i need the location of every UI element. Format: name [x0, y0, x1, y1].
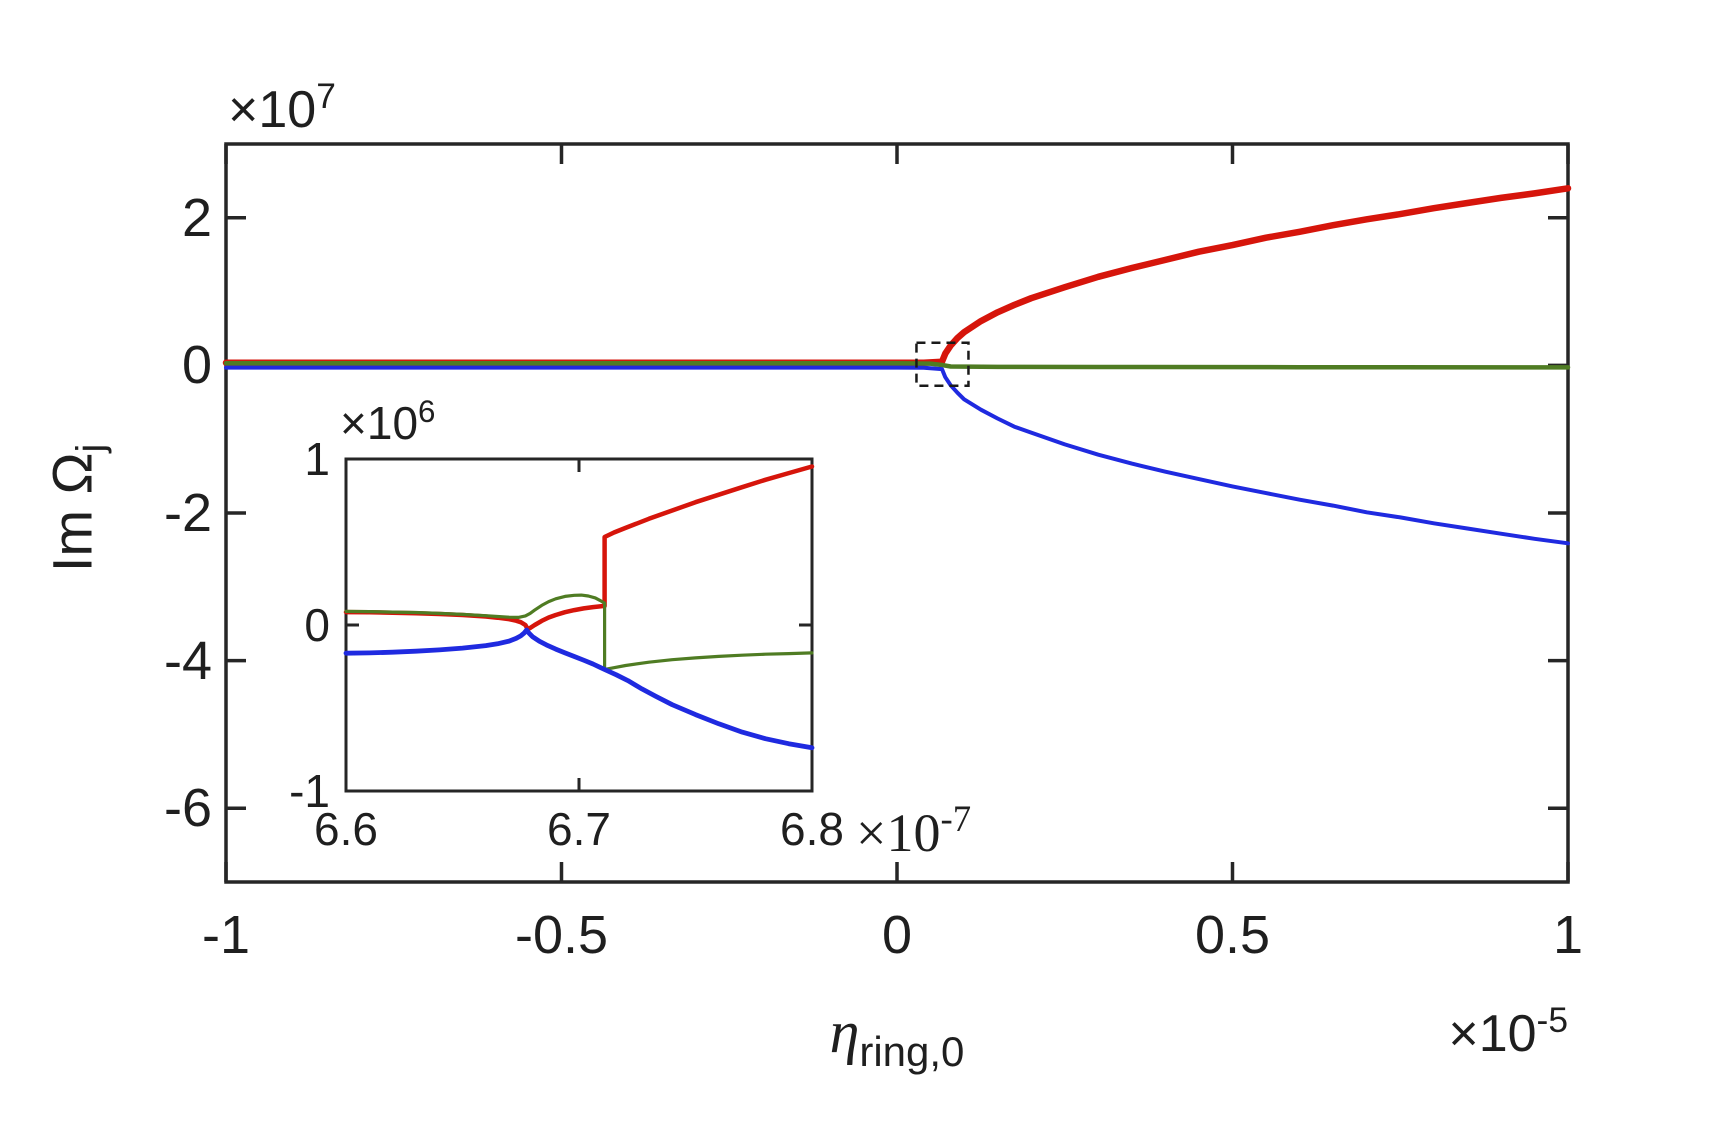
main-x-tick-label: -1 — [201, 905, 251, 965]
x-axis-label-subscript: ring,0 — [859, 1028, 965, 1076]
inset-y-tick-label: 1 — [304, 433, 330, 485]
main-x-tick-label: 1 — [1552, 905, 1584, 965]
main-x-tick-label: -0.5 — [514, 905, 609, 965]
main-y-multiplier-base: ×10 — [228, 81, 317, 139]
inset-x-axis-multiplier: ×10-7 — [856, 800, 971, 863]
inset-y-tick-label: 0 — [304, 599, 330, 651]
y-axis-label-text: Im Ω — [40, 452, 104, 573]
inset-y-tick-label: -1 — [289, 765, 330, 817]
main-series-branch-2-green — [223, 360, 1571, 370]
inset-y-multiplier-exponent: 6 — [418, 393, 436, 429]
inset-y-multiplier-base: ×10 — [340, 397, 419, 449]
x-axis-label-symbol: η — [829, 999, 860, 1065]
y-axis-label: Im Ωj — [40, 444, 113, 573]
main-x-tick-label: 0 — [881, 905, 913, 965]
main-series-branch-3-blue — [224, 365, 1570, 546]
inset-x-multiplier-base: ×10 — [856, 803, 941, 863]
main-y-tick-label: -2 — [163, 483, 212, 543]
zoom-region-box — [915, 341, 970, 387]
main-x-axis-multiplier: ×10-5 — [1448, 1002, 1568, 1063]
inset-axes-frame — [344, 457, 814, 793]
main-y-tick-label: -4 — [163, 630, 212, 691]
main-y-multiplier-exponent: 7 — [316, 76, 336, 116]
inset-series-branch-2-green — [344, 593, 814, 672]
inset-x-multiplier-exponent: -7 — [940, 797, 972, 839]
main-y-tick-label: 2 — [181, 187, 212, 248]
inset-x-tick-label: 6.6 — [314, 803, 378, 855]
main-x-multiplier-base: ×10 — [1448, 1005, 1537, 1063]
main-y-axis-multiplier: ×107 — [228, 78, 336, 139]
inset-x-tick-label: 6.7 — [547, 803, 611, 855]
main-x-multiplier-exponent: -5 — [1536, 1000, 1568, 1040]
main-x-tick-label: 0.5 — [1194, 905, 1271, 965]
inset-x-tick-label: 6.8 — [780, 803, 844, 855]
inset-series-branch-3-blue — [343, 627, 815, 751]
main-y-tick-label: 0 — [181, 335, 212, 396]
main-series-branch-1-red — [222, 185, 1572, 367]
inset-y-axis-multiplier: ×106 — [340, 396, 435, 449]
main-y-tick-label: -6 — [163, 778, 212, 839]
x-axis-label: ηring,0 — [829, 999, 965, 1073]
y-axis-label-subscript: j — [69, 443, 113, 453]
